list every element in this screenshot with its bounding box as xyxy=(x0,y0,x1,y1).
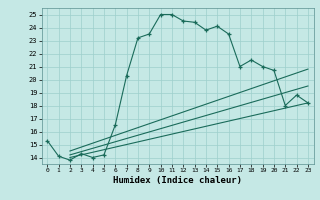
X-axis label: Humidex (Indice chaleur): Humidex (Indice chaleur) xyxy=(113,176,242,185)
